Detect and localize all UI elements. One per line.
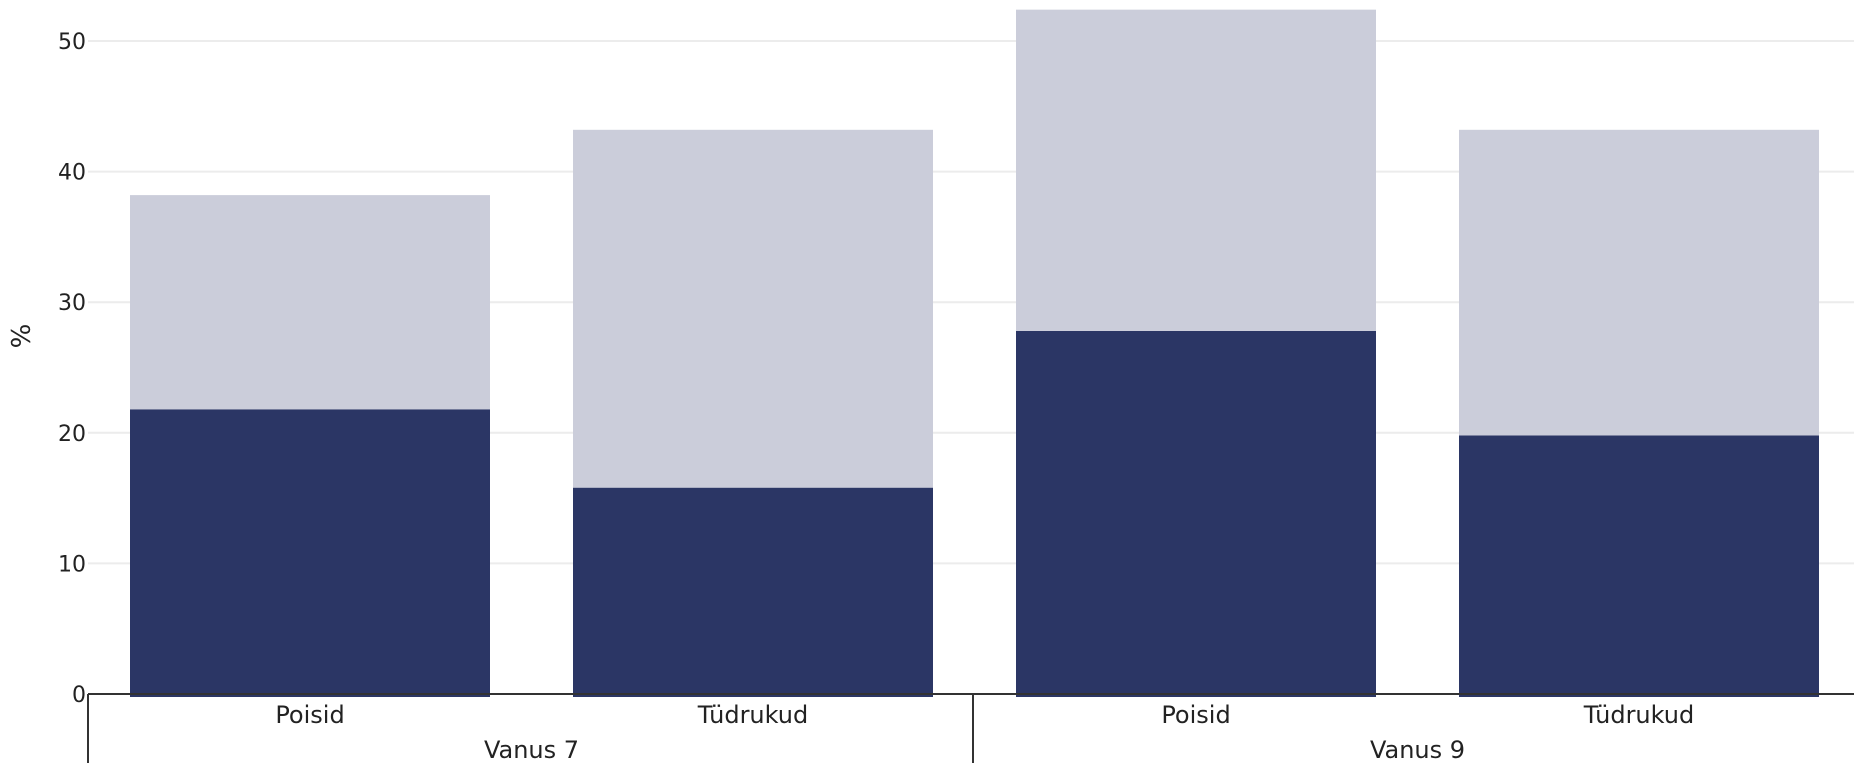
category-label-2-1: Poisid: [1161, 701, 1230, 729]
bars: [130, 9, 1819, 697]
y-tick-label-40: 40: [58, 161, 86, 186]
category-labels: Poisid Tüdrukud Vanus 7 Poisid Tüdrukud Vanus…: [275, 701, 1694, 763]
y-tick-label-50: 50: [58, 30, 86, 55]
bar-series1-4: [1459, 435, 1819, 697]
group-label-2: Vanus 9: [1370, 736, 1465, 763]
category-label-1-1: Poisid: [275, 701, 344, 729]
bar-series1-3: [1016, 330, 1376, 697]
y-tick-label-10: 10: [58, 552, 86, 577]
bar-series2-4: [1459, 129, 1819, 436]
category-label-1-2: Tüdrukud: [697, 701, 809, 729]
group-label-1: Vanus 7: [484, 736, 579, 763]
category-label-2-2: Tüdrukud: [1583, 701, 1695, 729]
axes: [87, 693, 1854, 763]
bar-series2-3: [1016, 9, 1376, 331]
y-axis-title: %: [7, 324, 37, 349]
bar-series2-1: [130, 195, 490, 410]
y-tick-label-20: 20: [58, 422, 86, 447]
bar-series1-2: [573, 487, 933, 697]
y-tick-labels: 0 10 20 30 40 50: [58, 30, 86, 708]
y-tick-label-30: 30: [58, 291, 86, 316]
bar-series2-2: [573, 129, 933, 488]
y-tick-label-0: 0: [72, 683, 86, 708]
bar-series1-1: [130, 409, 490, 697]
